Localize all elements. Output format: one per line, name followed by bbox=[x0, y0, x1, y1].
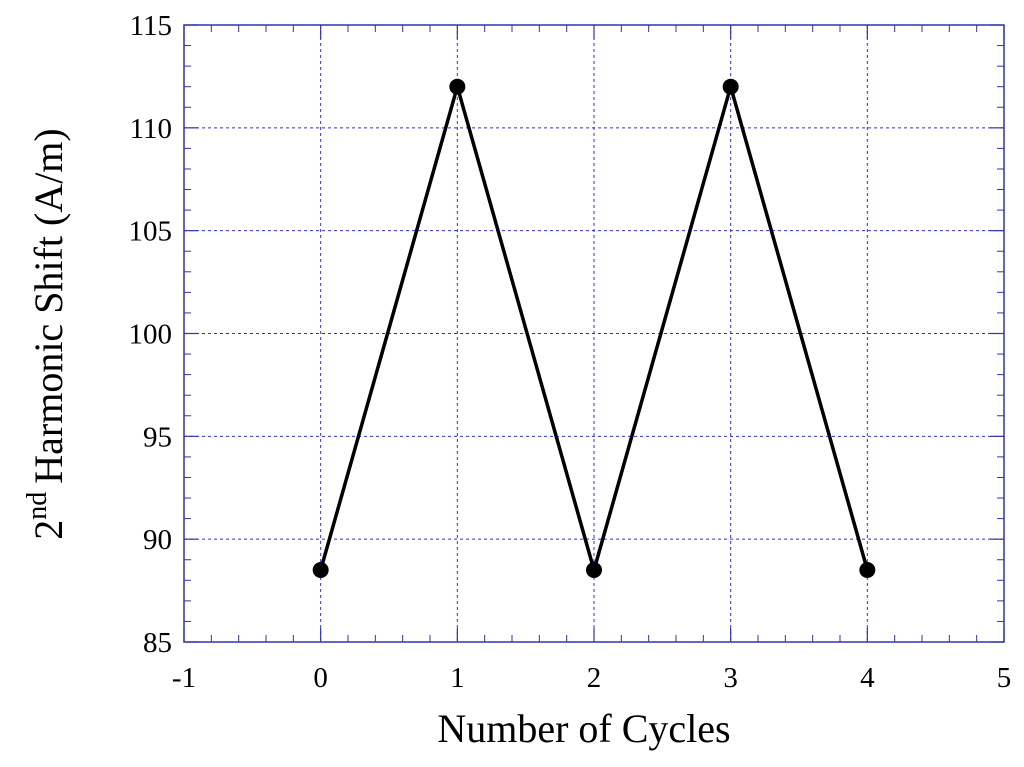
y-tick-label: 105 bbox=[129, 216, 173, 248]
y-label-base: 2 bbox=[26, 520, 71, 540]
y-tick-label: 100 bbox=[129, 319, 173, 351]
y-axis-label: 2nd Harmonic Shift (A/m) bbox=[22, 128, 71, 540]
y-label-sup: nd bbox=[22, 492, 53, 520]
x-tick-label: 4 bbox=[860, 662, 875, 694]
x-tick-label: 1 bbox=[450, 662, 465, 694]
data-point bbox=[722, 78, 739, 95]
data-point bbox=[859, 562, 876, 579]
y-tick-label: 85 bbox=[143, 627, 172, 659]
x-tick-label: 5 bbox=[997, 662, 1012, 694]
y-label-rest: Harmonic Shift (A/m) bbox=[26, 128, 71, 484]
x-tick-label: 2 bbox=[587, 662, 602, 694]
x-tick-label: -1 bbox=[172, 662, 196, 694]
data-point bbox=[586, 562, 602, 579]
y-tick-label: 110 bbox=[130, 113, 172, 145]
x-axis-label: Number of Cycles bbox=[437, 706, 730, 751]
data-point bbox=[312, 562, 329, 579]
data-point bbox=[449, 78, 466, 95]
plot-frame bbox=[183, 24, 1005, 643]
x-tick-label: 3 bbox=[723, 662, 738, 694]
y-tick-label: 115 bbox=[130, 10, 172, 42]
y-tick-label: 95 bbox=[143, 421, 172, 453]
x-tick-label: 0 bbox=[313, 662, 328, 694]
y-tick-label: 90 bbox=[143, 524, 172, 556]
